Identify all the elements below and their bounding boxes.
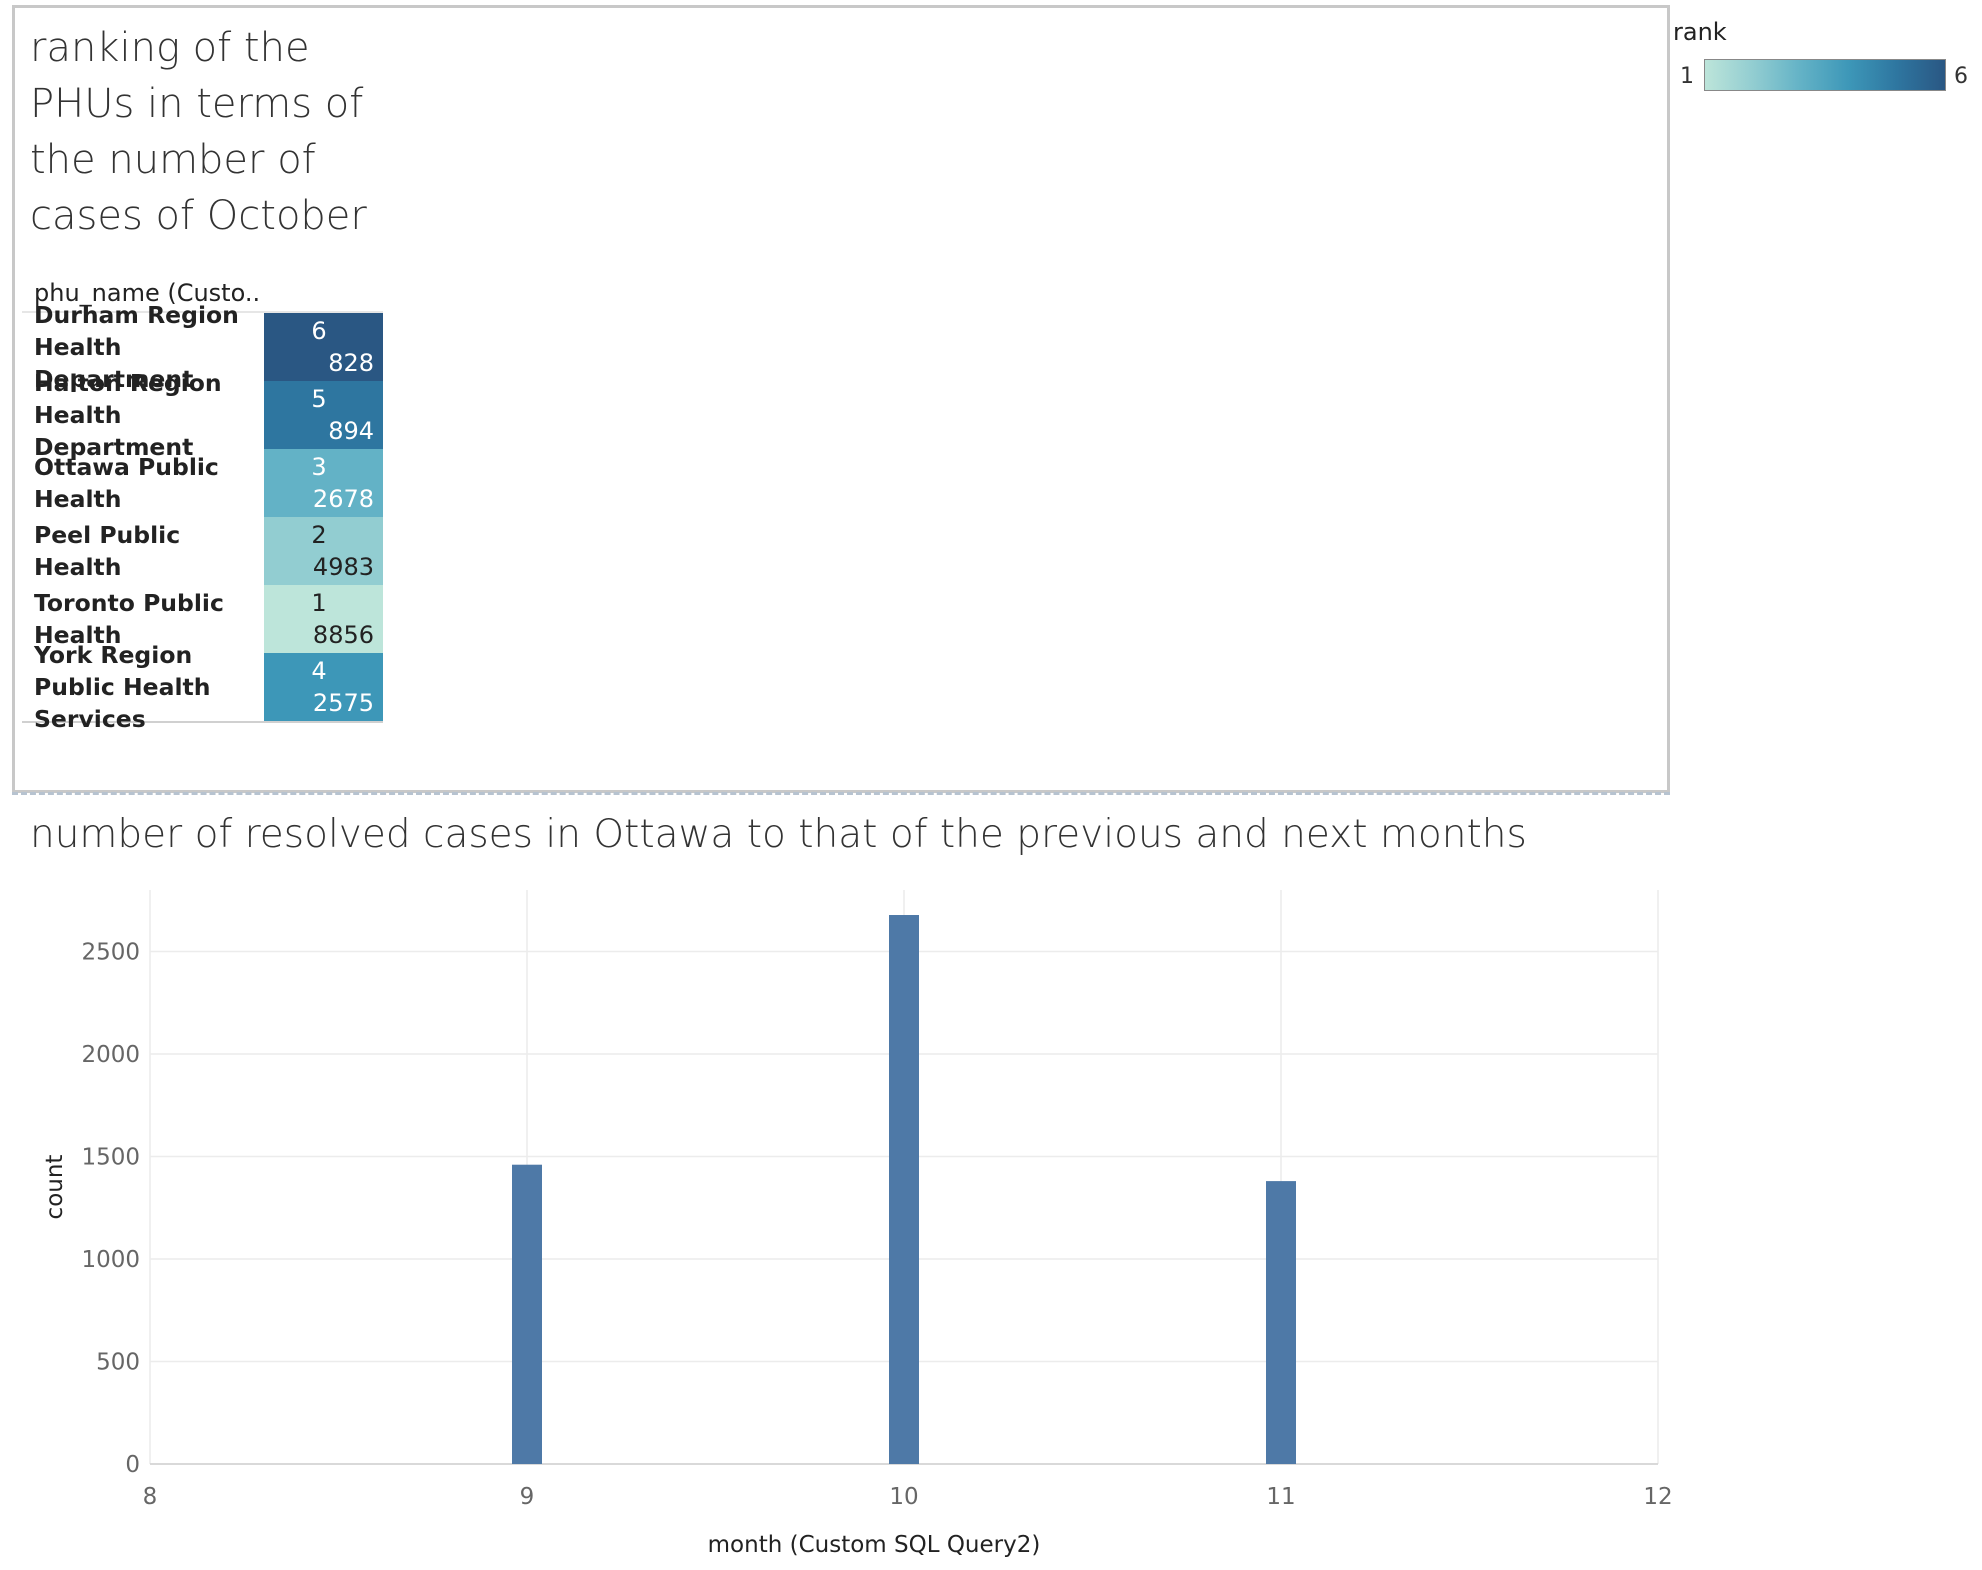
rank-cell[interactable]: 5 894: [264, 381, 383, 449]
rank-cell[interactable]: 6 828: [264, 313, 383, 381]
bar[interactable]: [889, 915, 919, 1464]
x-tick-label: 10: [889, 1484, 918, 1510]
x-tick-label: 8: [143, 1484, 158, 1510]
phu-name: York Region Public Health Services: [34, 641, 211, 733]
phu-name: Ottawa Public Health: [34, 453, 219, 513]
bar[interactable]: [1266, 1181, 1296, 1464]
x-tick-label: 11: [1266, 1484, 1295, 1510]
rank-value: 1: [311, 589, 327, 617]
ranking-table: Durham Region Health Department 6 828 Ha…: [22, 301, 383, 733]
table-row[interactable]: Ottawa Public Health 3 2678: [22, 449, 383, 517]
table-row[interactable]: Durham Region Health Department 6 828: [22, 301, 383, 393]
legend-max-label: 6: [1954, 64, 1968, 89]
phu-name: Peel Public Health: [34, 521, 181, 581]
bar-chart-title: number of resolved cases in Ottawa to th…: [30, 812, 1527, 857]
x-axis-label: month (Custom SQL Query2): [708, 1532, 1041, 1558]
y-tick-label: 500: [96, 1350, 140, 1376]
rank-cell[interactable]: 3 2678: [264, 449, 383, 517]
phu-name: Toronto Public Health: [34, 589, 224, 649]
rank-value: 6: [311, 317, 327, 345]
phu-name-header: phu_name (Custo..: [34, 279, 261, 307]
phu-name: Halton Region Health Department: [34, 369, 222, 461]
rank-cell[interactable]: 1 8856: [264, 585, 383, 653]
rank-value: 3: [311, 453, 327, 481]
table-row[interactable]: Halton Region Health Department 5 894: [22, 369, 383, 461]
panel-divider: [12, 792, 1670, 795]
bar-chart: 0 500 1000 1500 2000 2500 8 9 10 11 12 month (Custo…: [42, 890, 1673, 1558]
table-row[interactable]: Toronto Public Health 1 8856: [22, 585, 383, 653]
y-tick-label: 1500: [81, 1145, 140, 1171]
legend-min-label: 1: [1680, 64, 1694, 89]
count-value: 2678: [312, 485, 374, 513]
x-tick-label: 9: [520, 1484, 535, 1510]
rank-value: 4: [311, 657, 327, 685]
rank-value: 5: [311, 385, 327, 413]
y-axis-label: count: [42, 1155, 68, 1220]
count-value: 828: [328, 349, 374, 377]
rank-cell[interactable]: 2 4983: [264, 517, 383, 585]
table-row[interactable]: York Region Public Health Services 4 257…: [22, 641, 383, 733]
rank-cell[interactable]: 4 2575: [264, 653, 383, 721]
rank-value: 2: [311, 521, 327, 549]
count-value: 2575: [312, 689, 374, 717]
y-tick-label: 2500: [81, 940, 140, 966]
phu-name: Durham Region Health Department: [34, 301, 239, 393]
count-value: 8856: [312, 621, 374, 649]
y-tick-label: 0: [125, 1452, 140, 1478]
y-tick-label: 2000: [81, 1042, 140, 1068]
bar[interactable]: [512, 1164, 542, 1464]
count-value: 894: [328, 417, 374, 445]
count-value: 4983: [312, 553, 374, 581]
legend-title: rank: [1673, 18, 1727, 46]
table-row[interactable]: Peel Public Health 2 4983: [22, 517, 383, 585]
ranking-title: ranking of the PHUs in terms of the numb…: [30, 25, 367, 239]
y-tick-label: 1000: [81, 1247, 140, 1273]
x-tick-label: 12: [1643, 1484, 1672, 1510]
legend-color-ramp[interactable]: [1704, 59, 1946, 91]
